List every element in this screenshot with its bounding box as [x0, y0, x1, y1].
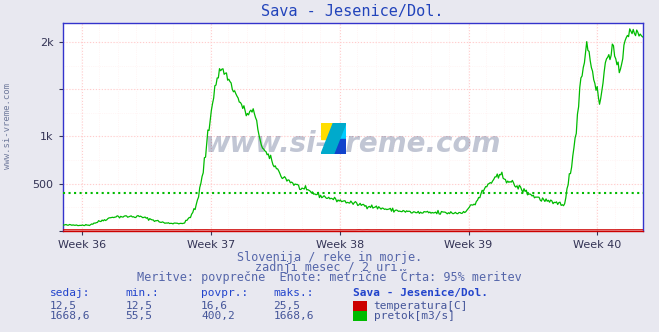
Text: povpr.:: povpr.:	[201, 288, 248, 298]
Text: Meritve: povprečne  Enote: metrične  Črta: 95% meritev: Meritve: povprečne Enote: metrične Črta:…	[137, 269, 522, 284]
Text: 1668,6: 1668,6	[273, 311, 314, 321]
Bar	[333, 139, 346, 154]
Text: zadnji mesec / 2 uri.: zadnji mesec / 2 uri.	[254, 261, 405, 274]
Text: 55,5: 55,5	[125, 311, 152, 321]
Bar	[321, 123, 333, 139]
Text: 1668,6: 1668,6	[49, 311, 90, 321]
Text: 400,2: 400,2	[201, 311, 235, 321]
Polygon shape	[321, 123, 346, 154]
Text: Sava - Jesenice/Dol.: Sava - Jesenice/Dol.	[353, 288, 488, 298]
Text: 16,6: 16,6	[201, 301, 228, 311]
Title: Sava - Jesenice/Dol.: Sava - Jesenice/Dol.	[262, 4, 444, 19]
Text: Slovenija / reke in morje.: Slovenija / reke in morje.	[237, 251, 422, 264]
Text: maks.:: maks.:	[273, 288, 314, 298]
Text: www.si-vreme.com: www.si-vreme.com	[3, 83, 13, 169]
Text: 12,5: 12,5	[49, 301, 76, 311]
Text: www.si-vreme.com: www.si-vreme.com	[204, 129, 501, 158]
Text: sedaj:: sedaj:	[49, 288, 90, 298]
Polygon shape	[333, 123, 346, 139]
Text: min.:: min.:	[125, 288, 159, 298]
Text: temperatura[C]: temperatura[C]	[374, 301, 468, 311]
Text: pretok[m3/s]: pretok[m3/s]	[374, 311, 455, 321]
Text: 12,5: 12,5	[125, 301, 152, 311]
Text: 25,5: 25,5	[273, 301, 301, 311]
